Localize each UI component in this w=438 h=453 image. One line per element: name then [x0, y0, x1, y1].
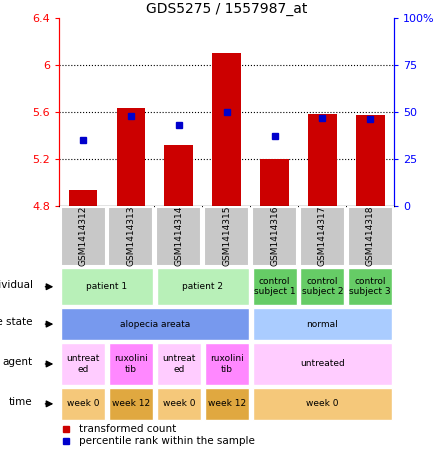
Text: normal: normal: [307, 320, 338, 328]
Text: GSM1414315: GSM1414315: [222, 206, 231, 266]
Text: untreated: untreated: [300, 360, 345, 368]
Text: ruxolini
tib: ruxolini tib: [210, 354, 244, 374]
Text: ruxolini
tib: ruxolini tib: [114, 354, 148, 374]
Bar: [109, 207, 153, 265]
Bar: [252, 207, 297, 265]
Bar: [61, 343, 105, 385]
Text: week 0: week 0: [67, 400, 99, 408]
Bar: [348, 269, 392, 305]
Bar: [308, 114, 337, 206]
Text: GSM1414312: GSM1414312: [78, 206, 88, 266]
Bar: [204, 207, 249, 265]
Text: week 0: week 0: [306, 400, 339, 408]
Bar: [205, 343, 249, 385]
Bar: [117, 108, 145, 206]
Bar: [253, 269, 297, 305]
Text: week 12: week 12: [112, 400, 150, 408]
Bar: [69, 190, 97, 206]
Text: week 12: week 12: [208, 400, 246, 408]
Bar: [253, 388, 392, 420]
Text: disease state: disease state: [0, 318, 32, 328]
Text: alopecia areata: alopecia areata: [120, 320, 190, 328]
Text: patient 2: patient 2: [182, 282, 223, 291]
Bar: [300, 269, 344, 305]
Text: control
subject 2: control subject 2: [302, 277, 343, 296]
Text: time: time: [9, 397, 32, 407]
Text: individual: individual: [0, 280, 32, 290]
Bar: [260, 159, 289, 206]
Text: GSM1414317: GSM1414317: [318, 206, 327, 266]
Bar: [157, 388, 201, 420]
Bar: [253, 308, 392, 340]
Bar: [300, 207, 345, 265]
Bar: [348, 207, 393, 265]
Bar: [253, 343, 392, 385]
Title: GDS5275 / 1557987_at: GDS5275 / 1557987_at: [146, 2, 307, 16]
Bar: [109, 388, 153, 420]
Bar: [212, 53, 241, 206]
Bar: [60, 207, 106, 265]
Text: GSM1414318: GSM1414318: [366, 206, 375, 266]
Bar: [157, 269, 249, 305]
Bar: [205, 388, 249, 420]
Text: untreat
ed: untreat ed: [162, 354, 195, 374]
Text: GSM1414314: GSM1414314: [174, 206, 183, 266]
Bar: [356, 116, 385, 206]
Text: patient 1: patient 1: [86, 282, 127, 291]
Text: control
subject 3: control subject 3: [350, 277, 391, 296]
Text: agent: agent: [2, 357, 32, 367]
Text: week 0: week 0: [162, 400, 195, 408]
Bar: [164, 145, 193, 206]
Bar: [109, 343, 153, 385]
Bar: [61, 388, 105, 420]
Text: GSM1414313: GSM1414313: [127, 206, 135, 266]
Text: transformed count: transformed count: [79, 424, 177, 434]
Bar: [61, 269, 153, 305]
Text: percentile rank within the sample: percentile rank within the sample: [79, 436, 255, 446]
Text: GSM1414316: GSM1414316: [270, 206, 279, 266]
Bar: [61, 308, 249, 340]
Bar: [157, 343, 201, 385]
Text: control
subject 1: control subject 1: [254, 277, 295, 296]
Text: untreat
ed: untreat ed: [67, 354, 100, 374]
Bar: [156, 207, 201, 265]
